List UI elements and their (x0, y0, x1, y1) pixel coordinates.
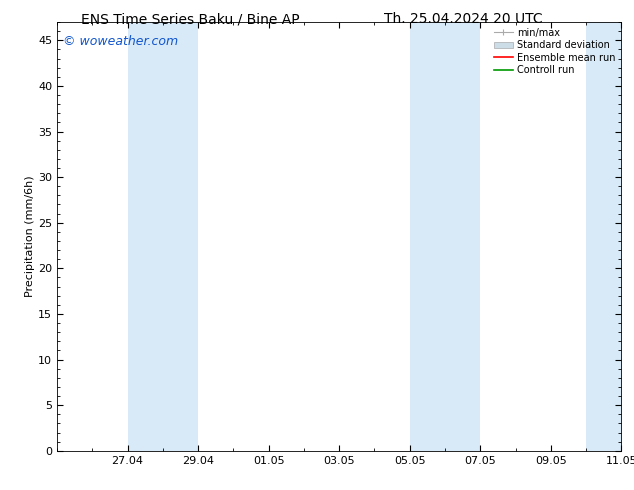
Y-axis label: Precipitation (mm/6h): Precipitation (mm/6h) (25, 175, 36, 297)
Bar (445, 22, 481, 451)
Bar (163, 22, 198, 451)
Text: ENS Time Series Baku / Bine AP: ENS Time Series Baku / Bine AP (81, 12, 299, 26)
Text: Th. 25.04.2024 20 UTC: Th. 25.04.2024 20 UTC (384, 12, 542, 26)
Bar (586, 22, 621, 451)
Legend: min/max, Standard deviation, Ensemble mean run, Controll run: min/max, Standard deviation, Ensemble me… (491, 25, 618, 78)
Text: © woweather.com: © woweather.com (63, 35, 178, 48)
Bar (127, 22, 163, 451)
Bar (410, 22, 445, 451)
